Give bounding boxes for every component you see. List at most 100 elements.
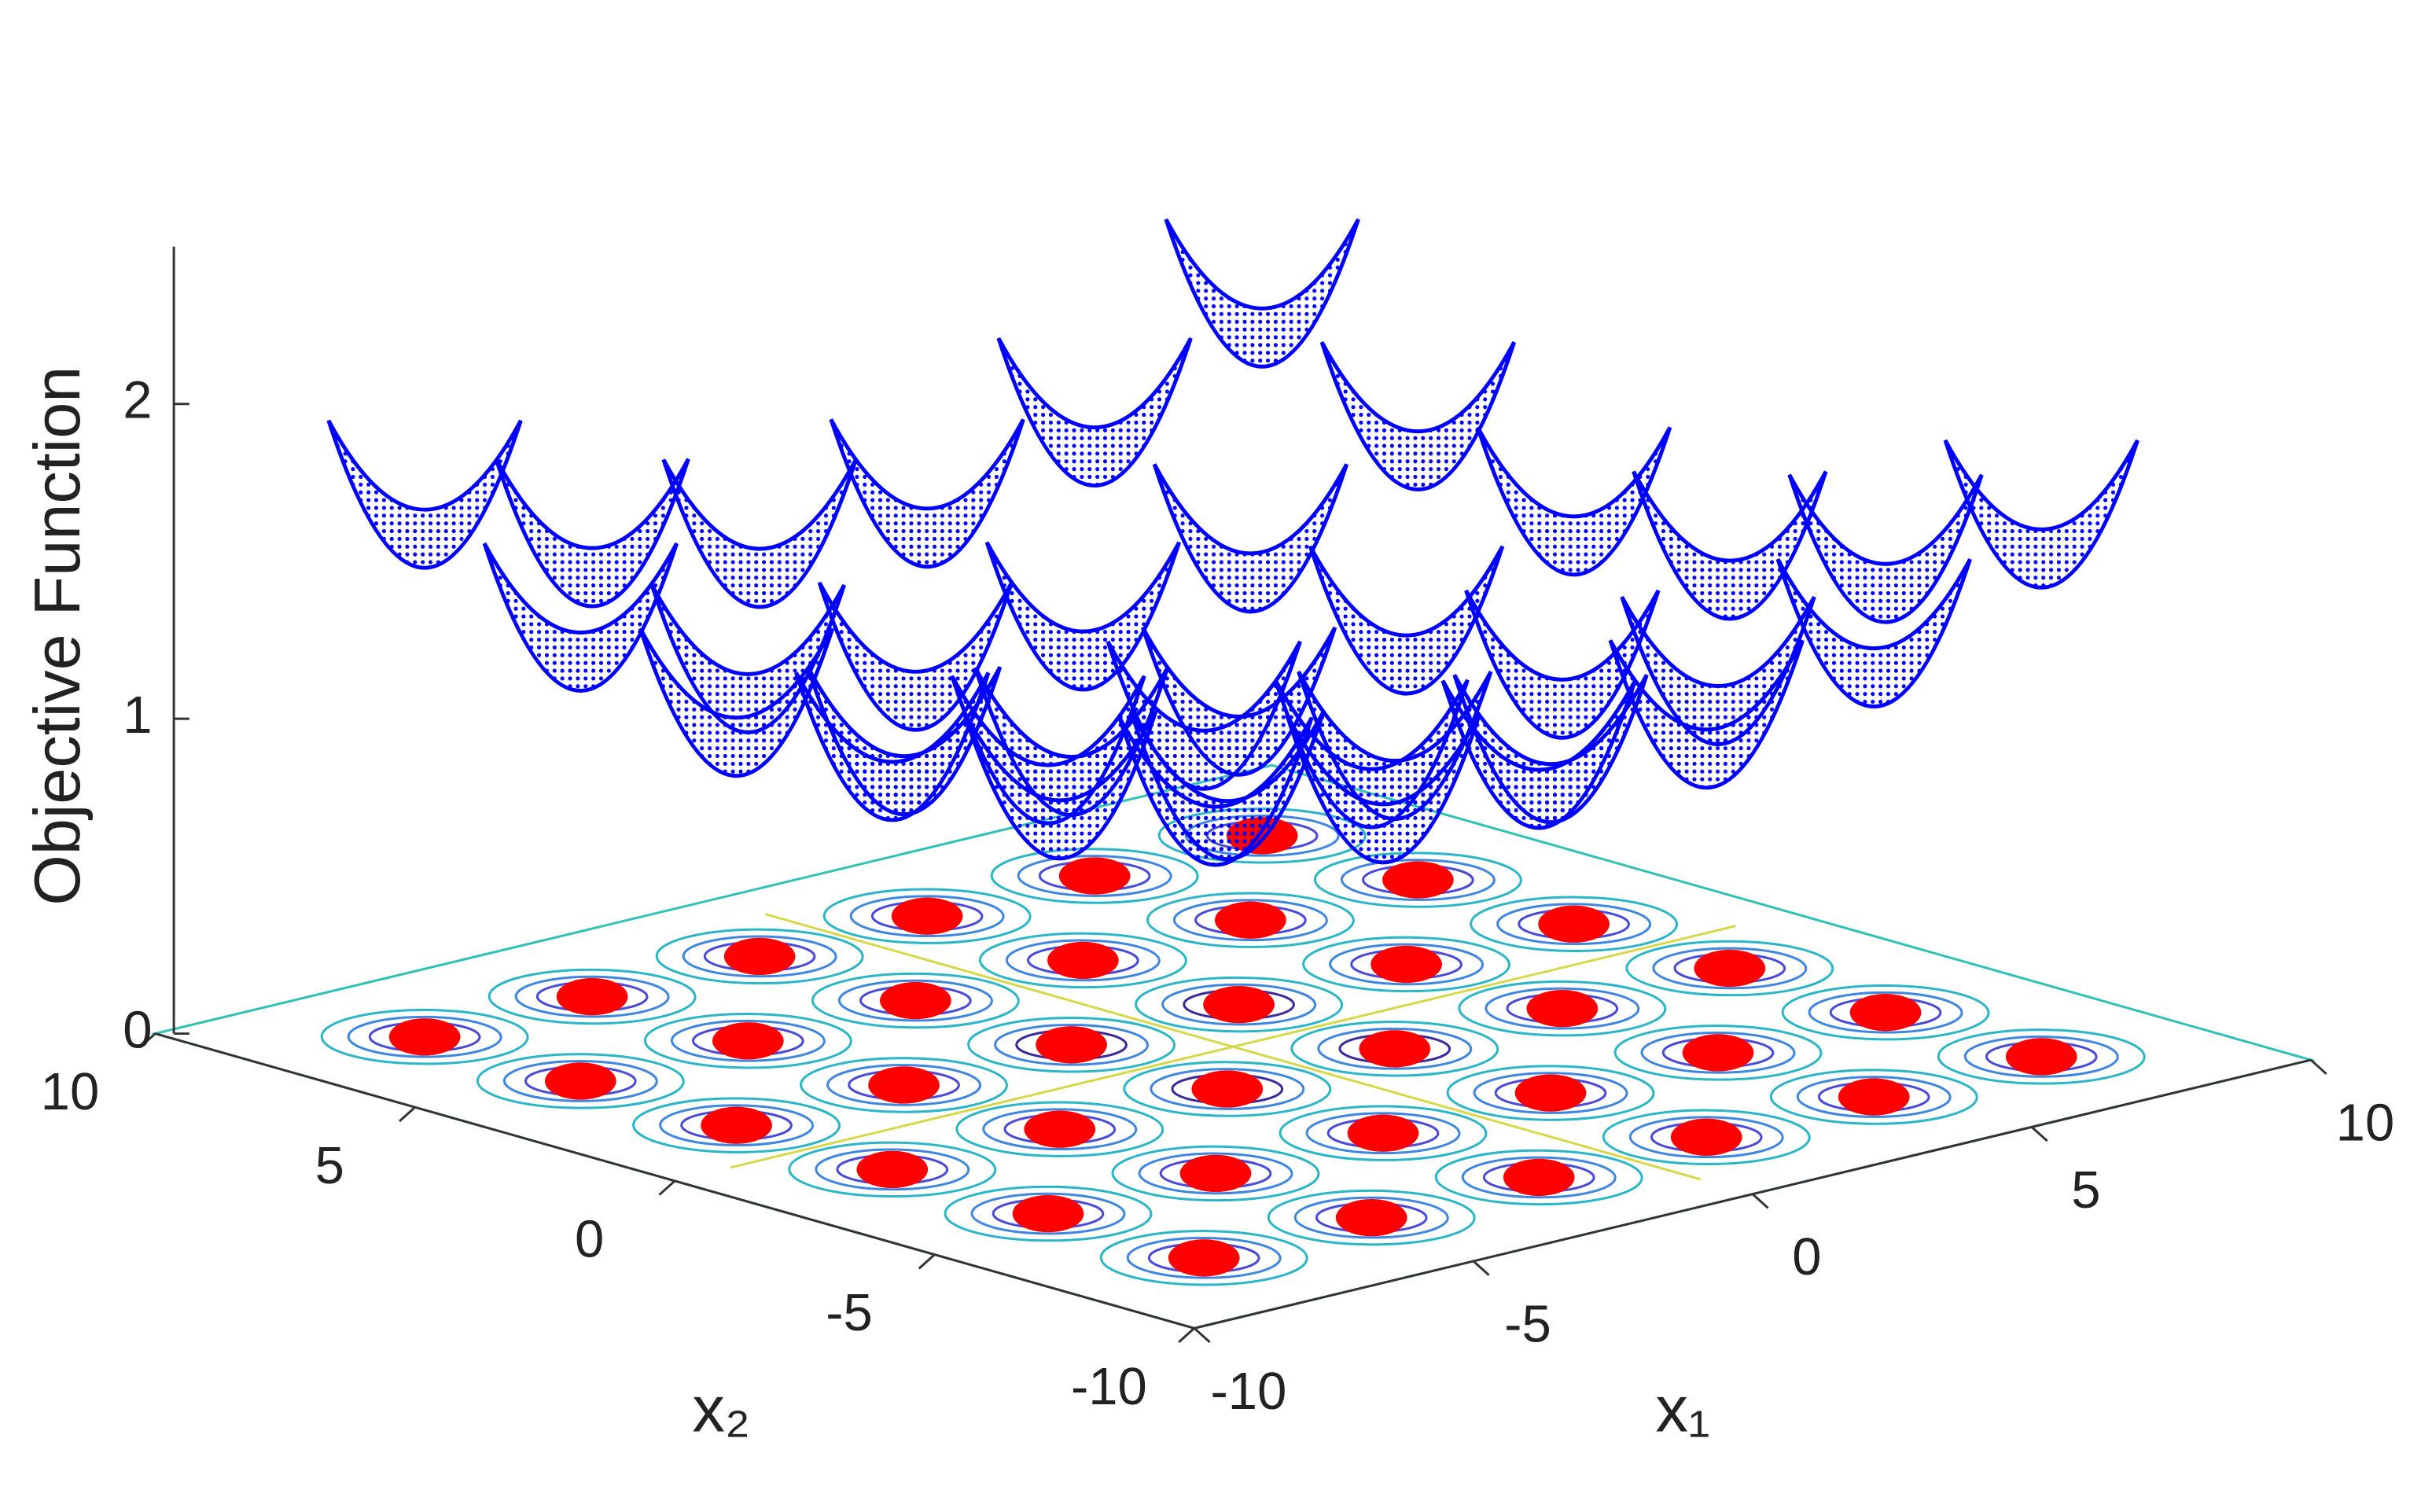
scatter-bowl	[829, 418, 1025, 568]
contour-ring	[747, 1131, 1038, 1208]
scatter-point	[1168, 1239, 1240, 1277]
scatter-bowl	[1475, 426, 1672, 576]
scatter-bowl	[1440, 679, 1637, 830]
contour-ring	[838, 980, 993, 1021]
contour-ring	[602, 1002, 893, 1079]
x1-tick-label: 10	[2336, 1094, 2395, 1153]
z-tick-label: 0	[123, 1000, 152, 1059]
scatter-point	[1179, 1154, 1252, 1193]
contour-ring	[1473, 1072, 1628, 1113]
contour-ring	[949, 838, 1240, 914]
contour-ring	[1417, 970, 1708, 1047]
scatter-point	[1047, 941, 1119, 980]
scatter-bowl	[794, 671, 991, 822]
scatter-point	[556, 977, 628, 1016]
x1-tick	[2030, 1126, 2048, 1142]
contour-ring	[1610, 1025, 1826, 1081]
scatter-point	[1682, 1034, 1754, 1072]
contour-ridge	[730, 926, 1735, 1168]
contour-ring	[1275, 1105, 1491, 1161]
contour-ring	[770, 962, 1061, 1039]
contour-ring	[1485, 988, 1639, 1029]
scatter-point	[701, 1106, 772, 1144]
scatter-point	[723, 937, 796, 976]
contour-ring	[1096, 1230, 1312, 1286]
contour-ring	[975, 933, 1190, 989]
scatter-bowl	[482, 542, 679, 693]
scatter-bowl	[1319, 341, 1517, 491]
contour-ring	[796, 1057, 1011, 1113]
contour-ring	[591, 1087, 882, 1164]
contour-ring	[1584, 930, 1875, 1006]
contour-ring	[671, 1021, 826, 1061]
contour-ring	[1317, 1028, 1472, 1069]
contour-ring	[1740, 974, 2031, 1050]
x1-tick-label: -5	[1504, 1295, 1551, 1354]
contour-ring	[652, 929, 867, 985]
contour-ring	[1108, 1146, 1323, 1202]
x2-axis-title: x₂	[693, 1373, 751, 1446]
z-axis-title: Objective Function	[20, 366, 94, 906]
contour-ring	[1017, 855, 1172, 896]
contour-ring	[849, 896, 1004, 936]
contour-ring	[1896, 1019, 2187, 1095]
contour-ring	[1264, 1190, 1479, 1246]
x2-tick-label: 10	[41, 1062, 100, 1121]
contour-ring	[628, 1097, 844, 1153]
scatter-bowl	[494, 458, 690, 609]
scatter-bowl	[1106, 640, 1302, 791]
contour-ring	[1393, 1139, 1684, 1216]
contour-ring	[994, 1025, 1149, 1065]
contour-ring	[808, 973, 1023, 1029]
scatter-bowl	[1943, 439, 2139, 590]
contour-ring	[970, 1194, 1125, 1234]
contour-ring	[1150, 1069, 1304, 1109]
contour-ring	[937, 922, 1228, 999]
contour-ring	[782, 878, 1073, 955]
contour-ring	[1728, 1059, 2019, 1135]
contour-ring	[759, 1047, 1050, 1124]
scatter-bowl	[984, 541, 1182, 692]
contour-ring	[1405, 1055, 1696, 1131]
contour-ring	[347, 1017, 502, 1058]
contour-ring	[1082, 1051, 1373, 1128]
z-tick-label: 2	[123, 371, 152, 430]
contour-ring	[514, 977, 669, 1017]
x1-tick	[1472, 1260, 1490, 1276]
scatter-point	[1838, 1078, 1910, 1116]
contour-ring	[1094, 966, 1385, 1043]
contour-ring	[614, 918, 905, 995]
contour-ring	[1261, 926, 1552, 1002]
contour-ring	[952, 1101, 1168, 1157]
scatter-bowl	[638, 627, 835, 778]
contour-ring	[1138, 1153, 1293, 1194]
scatter-bowl	[1164, 218, 1360, 369]
contour-ring	[1622, 940, 1838, 997]
scatter-layer	[326, 218, 2139, 867]
scatter-point	[1215, 901, 1286, 939]
contour-ring	[1341, 859, 1496, 900]
x1-tick	[2309, 1058, 2327, 1075]
z-tick-label: 1	[123, 686, 152, 745]
x1-tick-label: -10	[1210, 1362, 1286, 1421]
contour-ring	[819, 888, 1035, 944]
contour-ring	[1964, 1036, 2119, 1077]
contour-ring	[940, 1186, 1156, 1242]
scatter-bowl	[996, 337, 1193, 487]
scatter-point	[388, 1018, 461, 1056]
x2-tick	[1178, 1327, 1195, 1344]
scatter-bowl	[1464, 589, 1661, 740]
contour-ring	[1238, 1095, 1529, 1172]
contour-ring	[1161, 984, 1316, 1025]
contour-ring	[484, 969, 700, 1025]
scatter-point	[1849, 994, 1922, 1032]
scatter-point	[544, 1062, 616, 1100]
contour-ring	[1305, 1113, 1460, 1153]
contour-ring	[503, 1061, 658, 1102]
contour-ring	[473, 1053, 688, 1109]
contour-ring	[1299, 936, 1514, 993]
scatter-point	[868, 1066, 940, 1104]
contour-ring	[659, 1105, 814, 1146]
contour-ring	[1249, 1010, 1540, 1087]
scatter-bowl	[326, 419, 523, 570]
